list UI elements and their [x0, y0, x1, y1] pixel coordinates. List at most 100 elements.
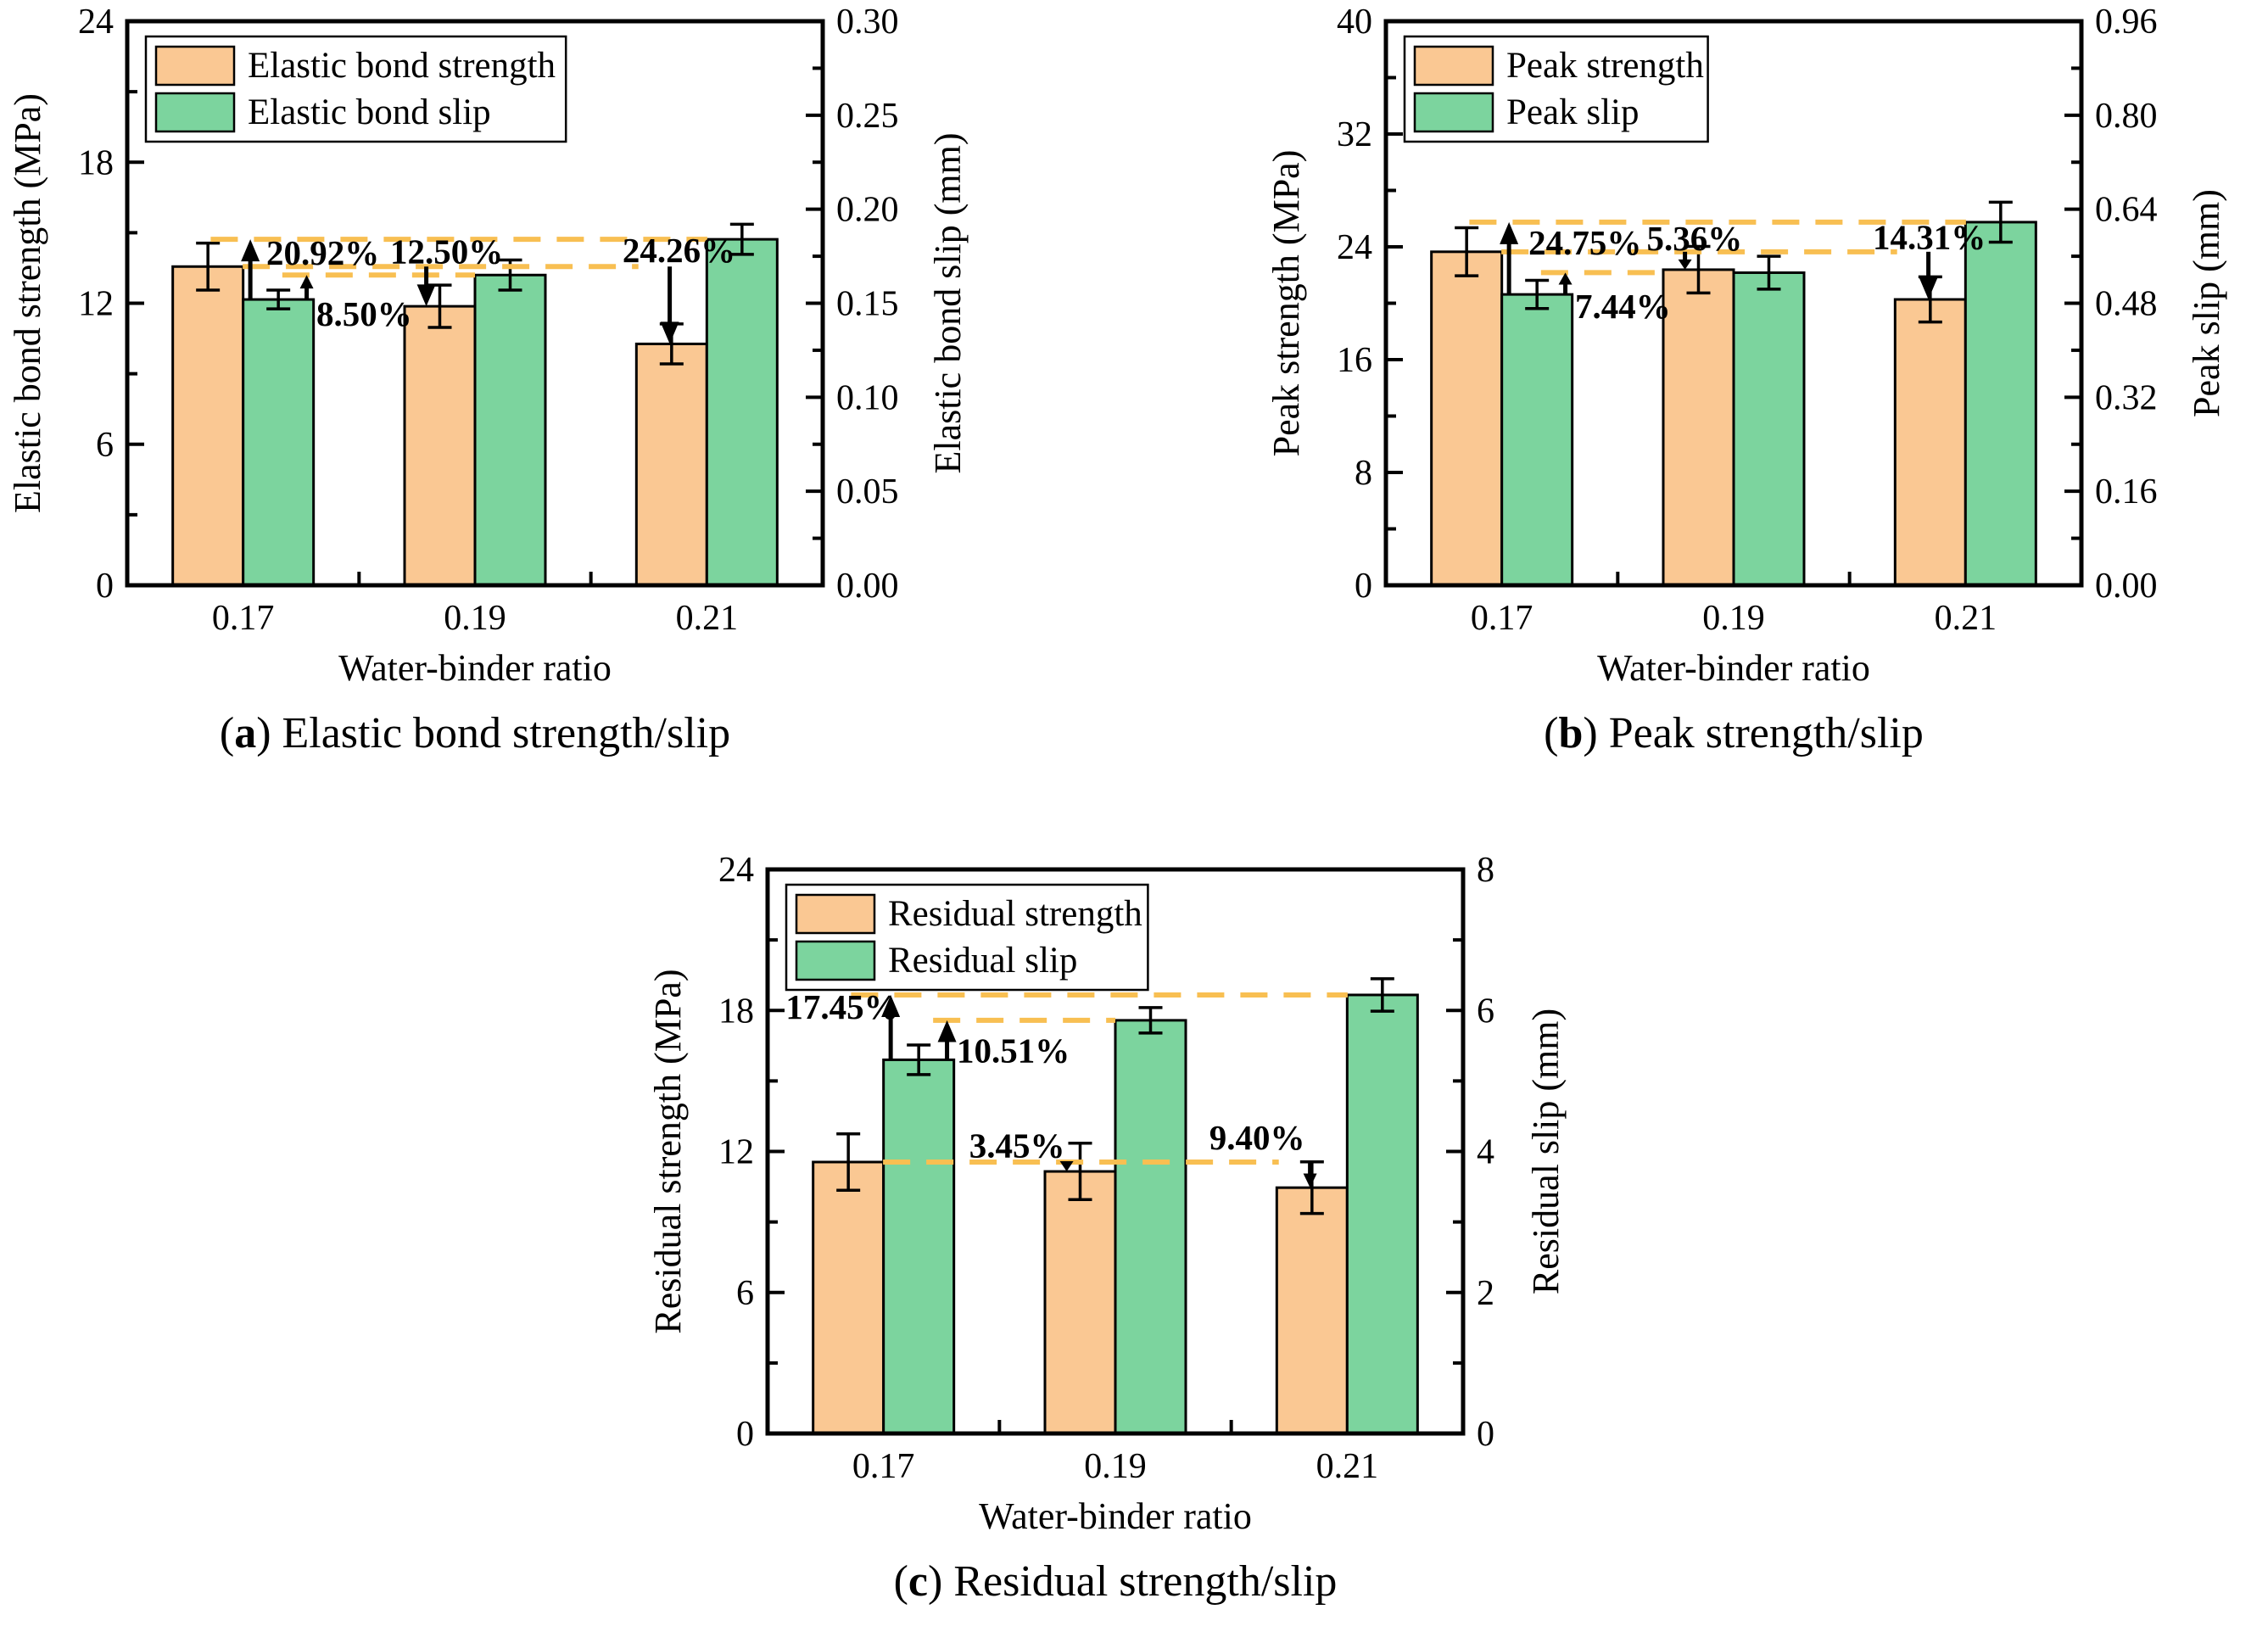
legend: Peak strength Peak slip [1403, 35, 1709, 143]
bar-elastic-bond-strength-0.21 [634, 342, 708, 587]
left-tick-label: 32 [1337, 115, 1372, 154]
chart-b-plot: 24.75% 7.44% 5.36% 14.31% 0 8 16 24 32 40 0.00 0.16… [1265, 3, 2227, 689]
legend-swatch-strength [1413, 45, 1494, 87]
error-bar [1525, 278, 1550, 310]
left-axis: 0 6 12 18 24 [78, 3, 144, 606]
right-axis: 0.00 0.16 0.32 0.48 0.64 0.80 0.96 [2064, 3, 2158, 606]
right-tick-label: 0.96 [2095, 3, 2158, 42]
left-tick-label: 0 [96, 567, 114, 606]
error-bar [729, 222, 754, 256]
right-tick-label: 0.00 [2095, 567, 2158, 606]
left-axis: 0 6 12 18 24 [718, 851, 785, 1454]
x-tick-label: 0.19 [1084, 1447, 1147, 1486]
legend-label: Elastic bond strength [248, 46, 556, 86]
x-axis-title: Water-binder ratio [1597, 647, 1870, 689]
error-bar [836, 1132, 861, 1192]
left-tick-label: 0 [736, 1415, 754, 1454]
error-bar [1988, 200, 2013, 244]
x-tick-label: 0.17 [852, 1447, 915, 1486]
legend-swatch-slip [154, 92, 236, 133]
left-tick-label: 40 [1337, 3, 1372, 42]
chart-c-block: 17.45% 10.51% 3.45% 9.40% 0 6 12 18 24 0 2 4 6 8 0.17 0… [640, 848, 1650, 1607]
right-axis-title: Elastic bond slip (mm) [927, 132, 969, 473]
right-tick-label: 0.25 [836, 97, 899, 136]
chart-b-caption: (b) Peak strength/slip [1544, 709, 1924, 757]
x-tick-label: 0.19 [444, 599, 506, 638]
legend-label: Residual strength [888, 894, 1142, 934]
legend-swatch-strength [795, 893, 876, 935]
increase-arrow [299, 275, 314, 300]
left-tick-label: 16 [1337, 341, 1372, 380]
chart-a-caption-text: Elastic bond strength/slip [282, 709, 731, 757]
decrease-arrow [1678, 251, 1692, 270]
legend-label: Peak slip [1506, 92, 1639, 132]
left-tick-label: 6 [96, 426, 114, 465]
left-axis-title: Peak strength (MPa) [1265, 150, 1307, 457]
percent-label: 8.50% [316, 294, 412, 333]
bar-peak-strength-0.19 [1662, 268, 1735, 587]
left-axis-title: Residual strength (MPa) [647, 969, 689, 1333]
percent-label: 14.31% [1873, 217, 1986, 256]
right-tick-label: 6 [1477, 992, 1494, 1031]
error-bar [907, 1043, 931, 1076]
right-tick-label: 0.80 [2095, 97, 2158, 136]
bar-residual-slip-0.19 [1114, 1019, 1187, 1435]
legend-label: Residual slip [888, 941, 1077, 981]
chart-c-caption: (c) Residual strength/slip [893, 1557, 1338, 1606]
legend: Residual strength Residual slip [785, 883, 1149, 992]
left-tick-label: 12 [718, 1133, 754, 1172]
legend-swatch-slip [1413, 92, 1494, 133]
bar-peak-slip-0.19 [1732, 271, 1806, 587]
legend: Elastic bond strength Elastic bond slip [144, 35, 567, 143]
percent-label: 7.44% [1575, 287, 1671, 326]
bar-series [171, 222, 779, 587]
increase-arrow [1500, 221, 1519, 295]
left-tick-label: 6 [736, 1274, 754, 1313]
bar-elastic-bond-slip-0.19 [473, 273, 547, 587]
percent-label: 5.36% [1647, 219, 1743, 258]
chart-c-caption-letter: c [908, 1557, 928, 1606]
error-bar [1370, 977, 1394, 1013]
increase-arrow [881, 994, 901, 1060]
right-axis-title: Peak slip (mm) [2186, 189, 2227, 417]
x-tick-label: 0.19 [1702, 599, 1765, 638]
increase-arrow [1558, 272, 1573, 295]
increase-arrow [937, 1020, 957, 1060]
left-tick-label: 12 [78, 285, 114, 324]
bar-peak-strength-0.21 [1893, 298, 1967, 587]
chart-c-caption-text: Residual strength/slip [953, 1557, 1338, 1606]
x-tick-label: 0.21 [1935, 599, 1997, 638]
bar-peak-slip-0.21 [1964, 221, 2037, 587]
chart-a-caption: (a) Elastic bond strength/slip [219, 709, 731, 757]
right-axis-title: Residual slip (mm) [1525, 1009, 1567, 1294]
legend-swatch-strength [154, 45, 236, 87]
right-tick-label: 0.16 [2095, 472, 2158, 511]
bar-elastic-bond-strength-0.17 [171, 265, 245, 587]
right-axis: 0.00 0.05 0.10 0.15 0.20 0.25 0.30 [806, 3, 899, 606]
x-tick-label: 0.17 [1471, 599, 1533, 638]
left-tick-label: 24 [1337, 228, 1372, 267]
increase-arrow [241, 239, 260, 300]
right-tick-label: 2 [1477, 1274, 1494, 1313]
legend-label: Elastic bond slip [248, 92, 491, 132]
error-bar [1138, 1006, 1163, 1035]
decrease-arrow [416, 266, 436, 307]
bar-residual-strength-0.21 [1275, 1186, 1349, 1435]
decrease-arrow [1059, 1161, 1074, 1172]
left-tick-label: 18 [718, 992, 754, 1031]
left-tick-label: 0 [1355, 567, 1372, 606]
left-tick-label: 24 [78, 3, 114, 42]
chart-b-caption-letter: b [1558, 709, 1584, 757]
percent-label: 24.26% [623, 231, 735, 270]
bar-residual-slip-0.17 [882, 1058, 956, 1435]
bar-series [1430, 200, 2037, 587]
right-tick-label: 4 [1477, 1133, 1494, 1172]
chart-a-caption-letter: a [234, 709, 257, 757]
left-tick-label: 8 [1355, 454, 1372, 493]
right-tick-label: 0.05 [836, 472, 899, 511]
right-tick-label: 0.48 [2095, 285, 2158, 324]
x-tick-label: 0.21 [1316, 1447, 1379, 1486]
x-axis-title: Water-binder ratio [338, 647, 612, 689]
error-bar [266, 288, 291, 310]
